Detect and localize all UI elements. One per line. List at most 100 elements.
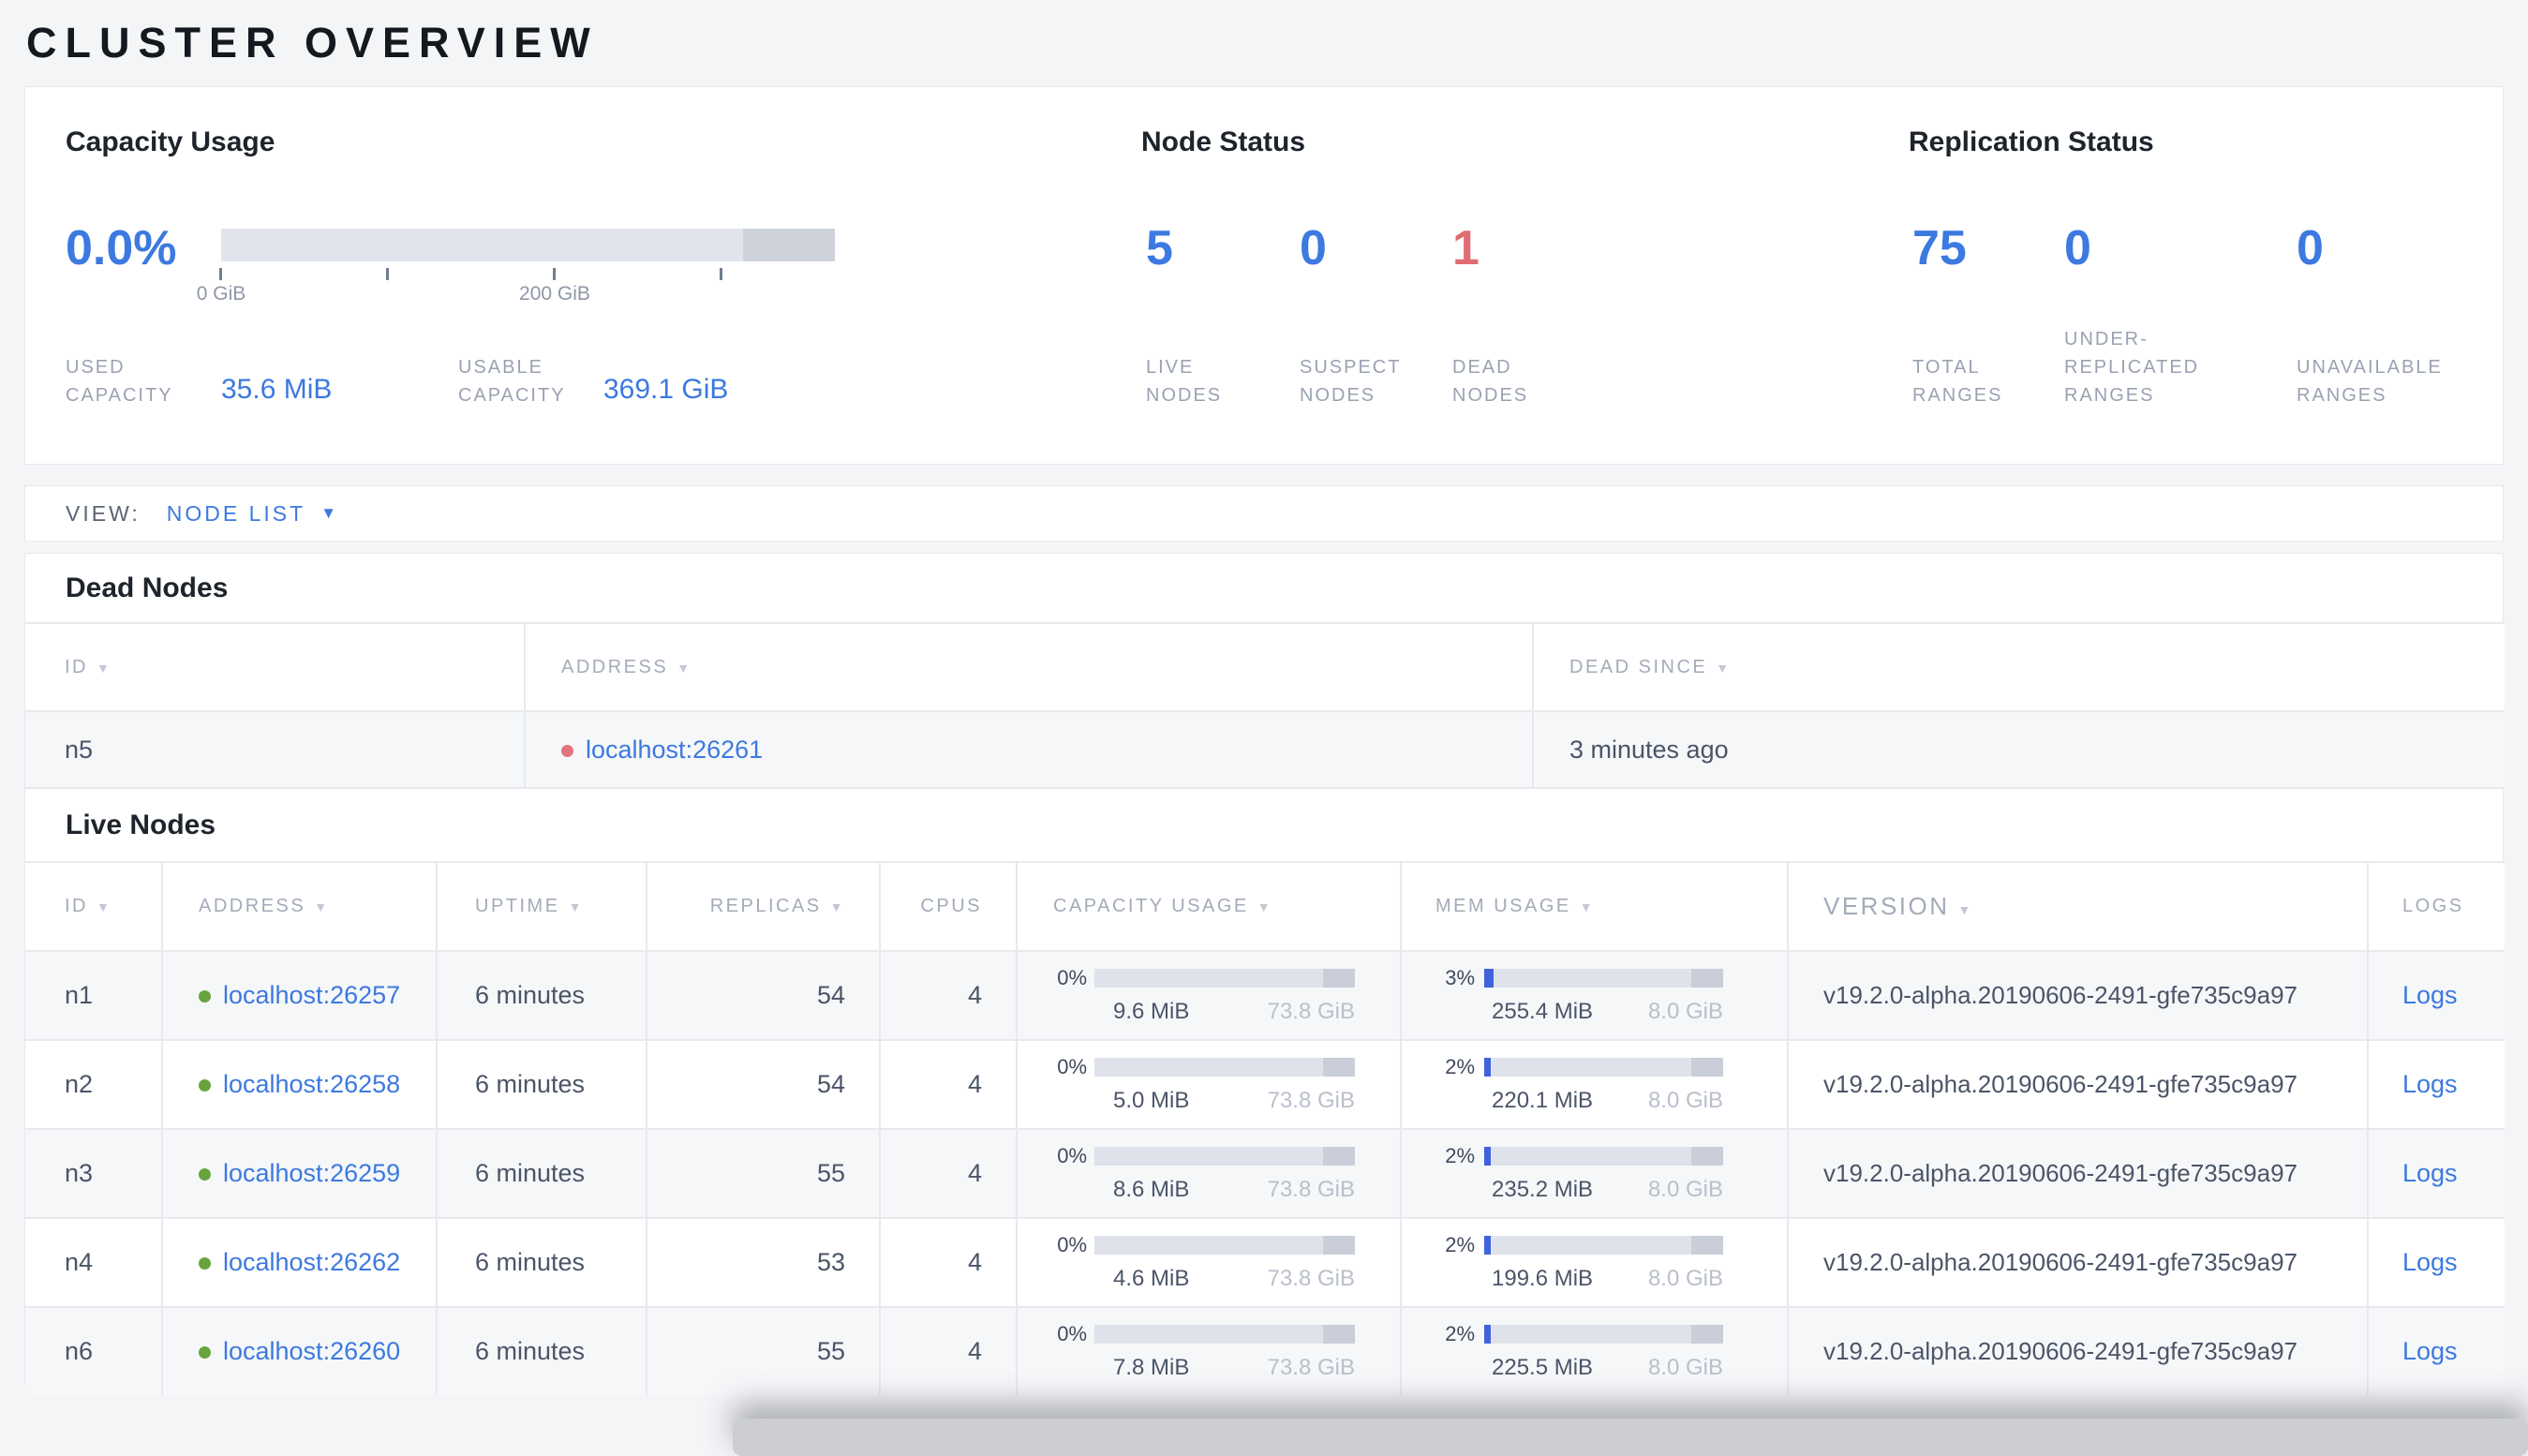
col-header-mem-usage[interactable]: MEM USAGE ▼ [1400,862,1788,951]
axis-tick [386,268,389,280]
mem-percent: 3% [1445,966,1475,989]
mem-total: 8.0 GiB [1647,1266,1723,1291]
chevron-down-icon[interactable]: ▼ [320,504,337,522]
capacity-percent: 0% [1057,966,1087,989]
col-header-address[interactable]: ADDRESS ▼ [161,862,437,951]
col-header-version[interactable]: VERSION ▼ [1787,862,2368,951]
node-capacity-cell: 0% 8.6 MiB 73.8 GiB [1016,1129,1401,1218]
dead-nodes-title: Dead Nodes [66,572,229,603]
mem-percent: 2% [1445,1233,1475,1256]
node-id: n1 [25,951,162,1040]
live-status-icon [199,1079,211,1092]
live-status-icon [199,1257,211,1270]
logs-link[interactable]: Logs [2402,1248,2458,1276]
mem-total: 8.0 GiB [1647,1088,1723,1113]
mem-bar [1484,1147,1723,1166]
node-uptime: 6 minutes [436,1040,647,1129]
capacity-usage-heading: Capacity Usage [66,126,275,157]
mem-total: 8.0 GiB [1647,1177,1723,1202]
logs-link[interactable]: Logs [2402,1159,2458,1187]
logs-link[interactable]: Logs [2402,1337,2458,1365]
logs-cell: Logs [2367,1129,2505,1218]
live-nodes-label: LIVE NODES [1146,357,1223,406]
sort-desc-icon: ▼ [1716,660,1732,676]
col-header-uptime[interactable]: UPTIME ▼ [436,862,647,951]
col-header-id[interactable]: ID ▼ [25,862,162,951]
node-replicas: 55 [646,1129,880,1218]
below-fold-panel-shadow [733,1419,2528,1456]
axis-tick-label: 0 GiB [196,283,246,305]
unavailable-count: 0 [2297,221,2324,275]
node-id: n2 [25,1040,162,1129]
col-header-replicas[interactable]: REPLICAS ▼ [646,862,880,951]
capacity-total: 73.8 GiB [1267,1355,1355,1380]
nodes-card: Dead Nodes ID ▼ ADDRESS ▼ DEAD SINCE ▼ n5 l… [24,553,2505,1395]
logs-link[interactable]: Logs [2402,981,2458,1009]
node-address-cell: localhost:26262 [161,1218,437,1307]
node-uptime: 6 minutes [436,1129,647,1218]
node-address-link[interactable]: localhost:26257 [223,981,401,1009]
col-header-capacity-usage[interactable]: CAPACITY USAGE ▼ [1016,862,1401,951]
sort-desc-icon: ▼ [97,660,112,676]
capacity-percent: 0.0% [66,221,177,275]
capacity-bar-endcap [743,229,835,261]
node-address-link[interactable]: localhost:26258 [223,1070,401,1098]
node-cpus: 4 [879,1218,1017,1307]
node-id: n5 [25,711,525,787]
node-cpus: 4 [879,951,1017,1040]
node-cpus: 4 [879,1129,1017,1218]
replication-status-heading: Replication Status [1909,126,2154,157]
capacity-bar [1094,1147,1355,1166]
node-address-link[interactable]: localhost:26260 [223,1337,401,1365]
node-replicas: 54 [646,1040,880,1129]
live-status-icon [199,1346,211,1359]
axis-tick [219,268,222,280]
node-address-link[interactable]: localhost:26262 [223,1248,401,1276]
capacity-bar [1094,1236,1355,1255]
col-header-dead-since[interactable]: DEAD SINCE ▼ [1532,623,2505,711]
col-header-cpus[interactable]: CPUS [879,862,1017,951]
view-bar: VIEW: NODE LIST ▼ [24,485,2504,542]
node-id: n6 [25,1307,162,1395]
capacity-used: 5.0 MiB [1113,1088,1190,1113]
node-address-link[interactable]: localhost:26259 [223,1159,401,1187]
table-row: n1 localhost:26257 6 minutes 54 4 0% 9.6… [25,951,2505,1040]
logs-cell: Logs [2367,1307,2505,1395]
capacity-bar [1094,1058,1355,1077]
node-capacity-cell: 0% 9.6 MiB 73.8 GiB [1016,951,1401,1040]
node-replicas: 53 [646,1218,880,1307]
axis-tick [720,268,722,280]
node-version: v19.2.0-alpha.20190606-2491-gfe735c9a97 [1787,951,2368,1040]
node-address-cell: localhost:26261 [524,711,1533,787]
logs-link[interactable]: Logs [2402,1070,2458,1098]
capacity-total: 73.8 GiB [1267,1177,1355,1202]
unavailable-label: UNAVAILABLE RANGES [2297,357,2443,406]
node-mem-cell: 2% 235.2 MiB 8.0 GiB [1400,1129,1788,1218]
node-uptime: 6 minutes [436,1218,647,1307]
table-row: n4 localhost:26262 6 minutes 53 4 0% 4.6… [25,1218,2505,1307]
col-header-id[interactable]: ID ▼ [25,623,525,711]
logs-cell: Logs [2367,951,2505,1040]
node-address-cell: localhost:26259 [161,1129,437,1218]
capacity-percent: 0% [1057,1322,1087,1345]
col-header-address[interactable]: ADDRESS ▼ [524,623,1533,711]
mem-percent: 2% [1445,1144,1475,1167]
table-row: n3 localhost:26259 6 minutes 55 4 0% 8.6… [25,1129,2505,1218]
node-cpus: 4 [879,1307,1017,1395]
used-capacity-label: USED CAPACITY [66,357,173,406]
under-replicated-label: UNDER-REPLICATED RANGES [2064,329,2200,406]
live-nodes-table: ID ▼ ADDRESS ▼ UPTIME ▼ REPLICAS ▼ CPUS CAPA… [25,861,2505,1395]
view-selector[interactable]: NODE LIST [166,500,306,526]
page-title: CLUSTER OVERVIEW [26,19,599,67]
sort-desc-icon: ▼ [1579,899,1596,914]
capacity-bar [221,229,835,261]
capacity-percent: 0% [1057,1144,1087,1167]
node-version: v19.2.0-alpha.20190606-2491-gfe735c9a97 [1787,1040,2368,1129]
capacity-percent: 0% [1057,1233,1087,1256]
node-address-link[interactable]: localhost:26261 [586,735,764,764]
mem-percent: 2% [1445,1322,1475,1345]
node-mem-cell: 2% 225.5 MiB 8.0 GiB [1400,1307,1788,1395]
capacity-total: 73.8 GiB [1267,1266,1355,1291]
mem-bar [1484,1325,1723,1344]
view-label: VIEW: [66,500,141,526]
